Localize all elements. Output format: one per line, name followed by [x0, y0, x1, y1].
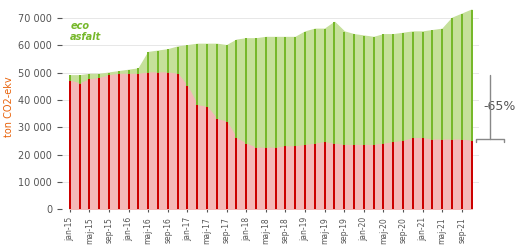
Bar	[314, 144, 316, 210]
Bar	[461, 140, 463, 210]
Bar	[98, 74, 100, 210]
Bar	[108, 73, 110, 210]
Bar	[284, 147, 287, 210]
Bar	[363, 36, 365, 210]
Bar	[402, 141, 404, 210]
Bar	[206, 44, 208, 210]
Bar	[196, 105, 198, 210]
Bar	[382, 34, 384, 210]
Bar	[265, 148, 267, 210]
Bar	[255, 148, 257, 210]
Bar	[422, 31, 424, 210]
Bar	[79, 75, 81, 210]
Bar	[363, 145, 365, 210]
Bar	[88, 74, 90, 210]
Text: -65%: -65%	[484, 100, 516, 113]
Bar	[137, 74, 139, 210]
Bar	[88, 79, 90, 210]
Bar	[236, 138, 238, 210]
Bar	[412, 138, 414, 210]
Bar	[304, 145, 306, 210]
Text: eco
asfalt: eco asfalt	[70, 21, 101, 42]
Bar	[432, 30, 433, 210]
Bar	[323, 142, 326, 210]
Bar	[186, 45, 188, 210]
Bar	[216, 44, 218, 210]
Bar	[69, 75, 71, 210]
Bar	[412, 31, 414, 210]
Bar	[226, 45, 228, 210]
Bar	[294, 37, 296, 210]
Bar	[392, 142, 394, 210]
Bar	[118, 71, 120, 210]
Bar	[177, 74, 178, 210]
Bar	[275, 148, 277, 210]
Bar	[127, 74, 129, 210]
Bar	[216, 119, 218, 210]
Bar	[196, 44, 198, 210]
Bar	[79, 84, 81, 210]
Bar	[206, 107, 208, 210]
Bar	[275, 37, 277, 210]
Bar	[69, 81, 71, 210]
Bar	[304, 31, 306, 210]
Bar	[461, 14, 463, 210]
Bar	[245, 144, 247, 210]
Bar	[118, 74, 120, 210]
Bar	[137, 68, 139, 210]
Bar	[98, 78, 100, 210]
Bar	[236, 40, 238, 210]
Bar	[147, 52, 149, 210]
Bar	[432, 140, 433, 210]
Bar	[186, 86, 188, 210]
Bar	[245, 38, 247, 210]
Bar	[294, 147, 296, 210]
Bar	[177, 47, 178, 210]
Bar	[167, 49, 169, 210]
Bar	[422, 138, 424, 210]
Bar	[392, 34, 394, 210]
Bar	[343, 31, 345, 210]
Bar	[333, 144, 335, 210]
Bar	[343, 145, 345, 210]
Bar	[255, 38, 257, 210]
Bar	[314, 29, 316, 210]
Bar	[372, 37, 374, 210]
Bar	[353, 145, 355, 210]
Bar	[441, 140, 443, 210]
Bar	[382, 144, 384, 210]
Y-axis label: ton CO2-ekv: ton CO2-ekv	[4, 76, 14, 137]
Bar	[471, 141, 473, 210]
Bar	[167, 73, 169, 210]
Bar	[441, 29, 443, 210]
Bar	[226, 122, 228, 210]
Bar	[157, 51, 159, 210]
Bar	[333, 22, 335, 210]
Bar	[284, 37, 287, 210]
Bar	[127, 70, 129, 210]
Bar	[402, 33, 404, 210]
Bar	[353, 34, 355, 210]
Bar	[147, 73, 149, 210]
Bar	[323, 29, 326, 210]
Bar	[265, 37, 267, 210]
Bar	[471, 10, 473, 210]
Bar	[451, 18, 453, 210]
Bar	[451, 140, 453, 210]
Bar	[372, 145, 374, 210]
Bar	[108, 75, 110, 210]
Bar	[157, 73, 159, 210]
